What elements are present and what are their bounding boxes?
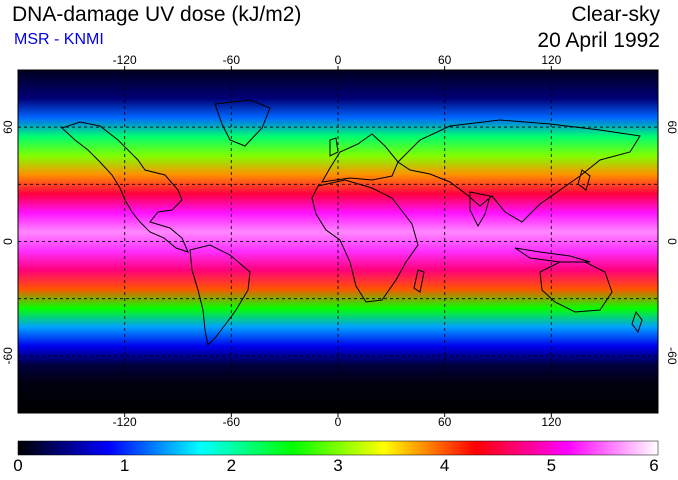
coastline-greenland <box>214 99 271 147</box>
right-lat-label-60: 60 <box>665 120 678 134</box>
coastline-japan <box>577 169 591 191</box>
coastline-uk <box>329 137 339 157</box>
gridlines <box>18 70 658 413</box>
coastlines <box>61 99 643 347</box>
right-lat-labels: 60 0 -60 <box>665 120 678 364</box>
right-lat-label-minus60: -60 <box>665 347 678 365</box>
top-lon-label-0: 0 <box>335 53 342 67</box>
colorbar-label-0: 0 <box>13 456 23 475</box>
coastline-africa <box>311 179 419 303</box>
left-lat-label-0: 0 <box>1 238 15 245</box>
top-lon-labels: -120 -60 0 60 120 <box>113 53 562 67</box>
colorbar-label-6: 6 <box>649 456 659 475</box>
sky-condition: Clear-sky <box>571 3 660 26</box>
title: DNA-damage UV dose (kJ/m2) <box>12 3 302 26</box>
left-lat-label-60: 60 <box>1 120 15 134</box>
subtitle: MSR - KNMI <box>14 31 104 48</box>
coastline-asia <box>397 119 641 223</box>
bottom-lon-label-minus60: -60 <box>223 415 241 429</box>
coastline-south-america <box>189 244 251 347</box>
colorbar-label-2: 2 <box>226 456 237 475</box>
coastline-indonesia <box>514 247 591 263</box>
colorbar-label-4: 4 <box>439 456 450 475</box>
right-lat-label-0: 0 <box>665 238 678 245</box>
colorbar-bar <box>17 440 659 456</box>
bottom-lon-labels: -120 -60 0 60 120 <box>113 415 562 429</box>
left-lat-label-minus60: -60 <box>1 347 15 365</box>
coastline-europe <box>321 133 399 183</box>
colorbar-label-5: 5 <box>546 456 557 475</box>
left-lat-labels: 60 0 -60 <box>1 120 15 364</box>
coastline-new-zealand <box>631 310 643 334</box>
top-lon-label-minus60: -60 <box>223 53 241 67</box>
bottom-ticks <box>124 413 552 417</box>
top-lon-label-120: 120 <box>541 53 561 67</box>
top-lon-label-60: 60 <box>438 53 452 67</box>
bottom-lon-label-120: 120 <box>541 415 561 429</box>
colorbar-label-3: 3 <box>333 456 343 475</box>
coastline-australia <box>539 261 613 313</box>
bottom-lon-label-minus120: -120 <box>113 415 137 429</box>
top-lon-label-minus120: -120 <box>113 53 137 67</box>
top-ticks <box>124 66 552 70</box>
coastline-north-america <box>61 121 189 253</box>
date: 20 April 1992 <box>537 29 660 52</box>
bottom-lon-label-0: 0 <box>335 415 342 429</box>
coastline-india <box>469 191 491 228</box>
colorbar-label-1: 1 <box>119 456 130 475</box>
bottom-lon-label-60: 60 <box>438 415 452 429</box>
coastline-madagascar <box>413 269 425 293</box>
